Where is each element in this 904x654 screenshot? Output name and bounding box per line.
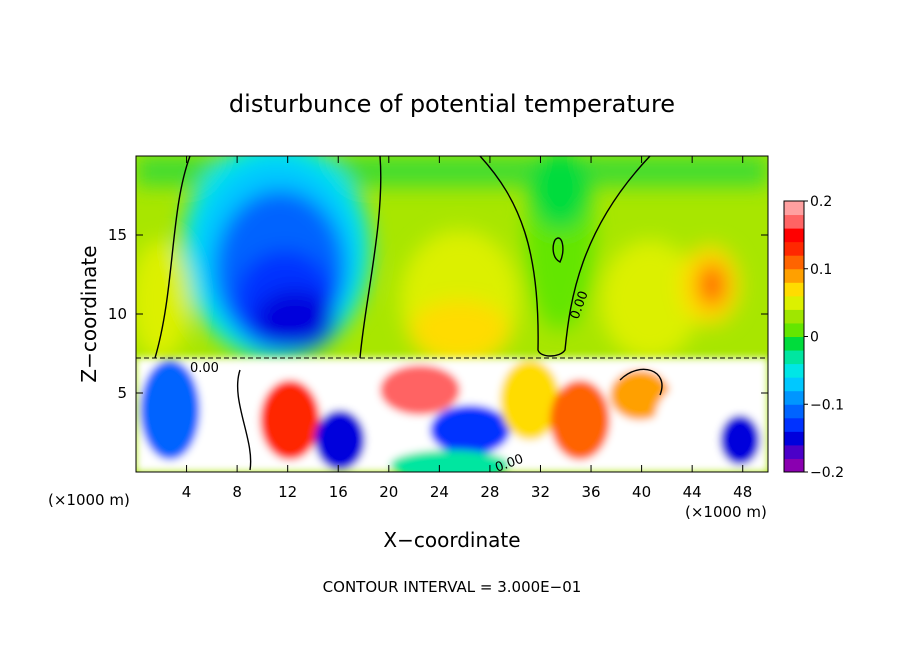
contour-label: 0.00 [190, 361, 219, 376]
colorbar-tick-label: −0.2 [810, 465, 844, 481]
x-tick-label: 40 [632, 483, 651, 501]
colorbar-segment [784, 336, 804, 351]
chart-title: disturbunce of potential temperature [229, 90, 675, 118]
colorbar-segment [784, 363, 804, 378]
contour-interval-note: CONTOUR INTERVAL = 3.000E−01 [323, 578, 582, 596]
colorbar-segment [784, 255, 804, 270]
x-tick-label: 24 [430, 483, 449, 501]
contour-line [236, 369, 252, 471]
colorbar-segment [784, 431, 804, 446]
colorbar-segment [784, 350, 804, 365]
colorbar-segment [784, 322, 804, 337]
colorbar-tick-label: 0.1 [810, 262, 832, 278]
colorbar-segment [784, 201, 804, 216]
x-unit-label-right: (×1000 m) [685, 503, 767, 521]
colorbar-segment [784, 417, 804, 432]
lower-layer [136, 358, 768, 472]
x-tick-label: 32 [531, 483, 550, 501]
upper-layer [136, 156, 768, 370]
x-tick-label: 48 [733, 483, 752, 501]
contour-line [479, 156, 651, 357]
x-tick-label: 8 [232, 483, 242, 501]
x-tick-label: 36 [581, 483, 600, 501]
x-axis: 4 8 12 16 20 24 28 32 36 40 44 48 [182, 156, 752, 501]
y-axis-label: Z−coordinate [77, 245, 101, 382]
x-tick-label: 4 [182, 483, 192, 501]
x-axis-label: X−coordinate [383, 528, 520, 552]
colorbar-segment [784, 268, 804, 283]
colorbar-segment [784, 214, 804, 229]
x-tick-label: 20 [379, 483, 398, 501]
x-tick-label: 12 [278, 483, 297, 501]
y-axis: 5 10 15 [108, 226, 768, 402]
colorbar: 0.2 0.1 0 −0.1 −0.2 [783, 194, 844, 481]
y-tick-label: 15 [108, 226, 127, 244]
colorbar-tick-label: 0.2 [810, 194, 832, 210]
y-tick-label: 5 [117, 384, 127, 402]
contour-line [359, 156, 382, 359]
colorbar-segment [784, 241, 804, 256]
colorbar-segment [784, 309, 804, 324]
colorbar-segment [784, 458, 804, 473]
contour-line [552, 237, 564, 263]
contour-lines [154, 156, 663, 471]
x-tick-label: 16 [329, 483, 348, 501]
x-unit-label-left: (×1000 m) [48, 491, 130, 509]
colorbar-segment [784, 228, 804, 243]
x-tick-label: 44 [683, 483, 702, 501]
heatmap-field: 0.00 0.00 0.00 [136, 156, 768, 472]
colorbar-segment [784, 282, 804, 297]
colorbar-segment [784, 377, 804, 392]
colorbar-tick-label: −0.1 [810, 397, 844, 413]
x-tick-label: 28 [480, 483, 499, 501]
colorbar-segment [784, 295, 804, 310]
colorbar-tick-label: 0 [810, 330, 819, 346]
colorbar-segment [784, 444, 804, 459]
colorbar-segment [784, 390, 804, 405]
contour-line [619, 368, 663, 396]
colorbar-segment [784, 404, 804, 419]
y-tick-label: 10 [108, 305, 127, 323]
contour-line [154, 156, 191, 359]
